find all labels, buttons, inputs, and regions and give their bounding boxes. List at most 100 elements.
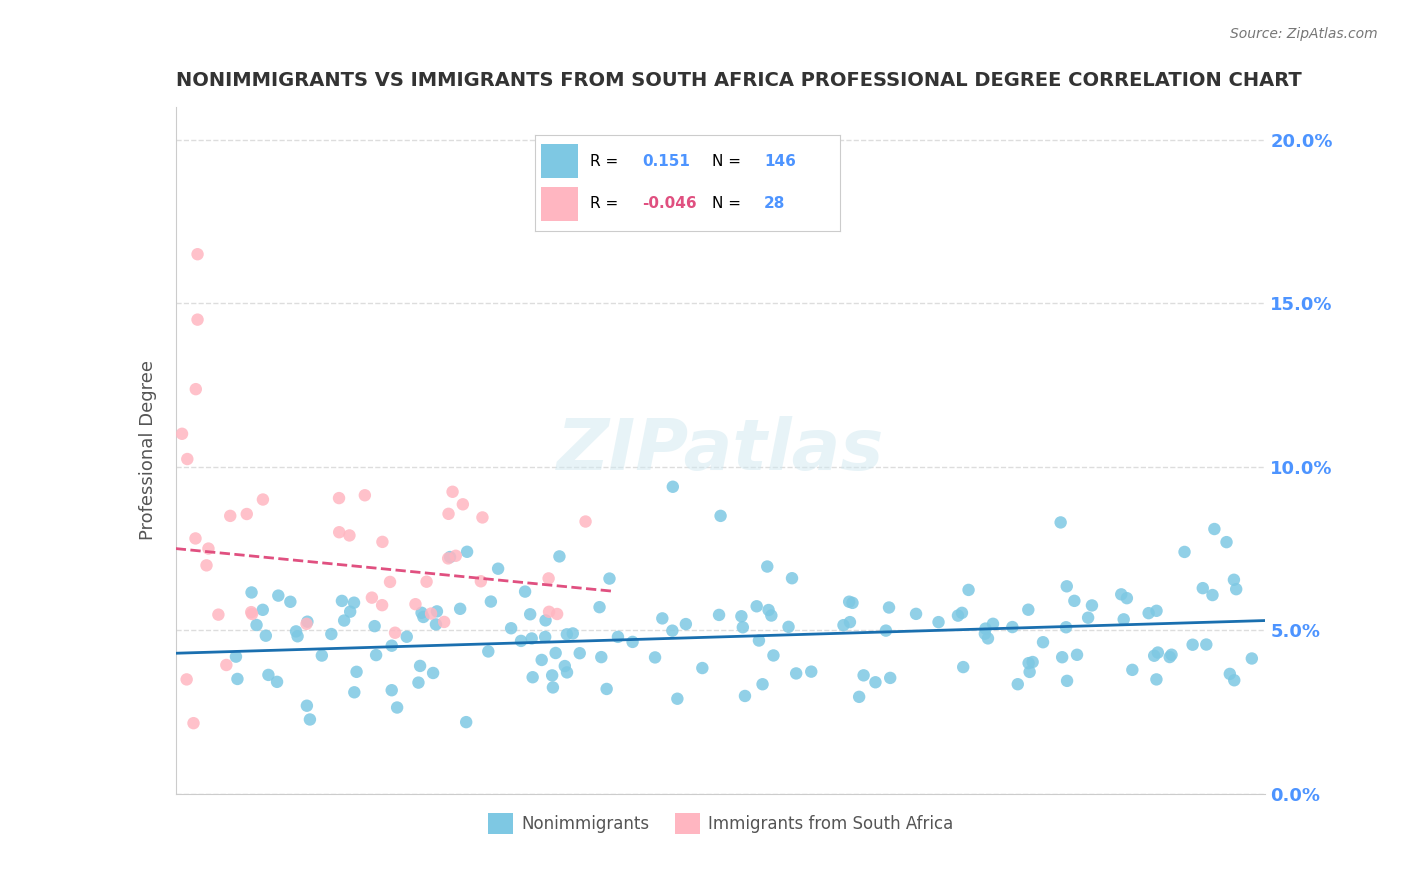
- Point: [437, 507, 460, 521]
- Point: [257, 668, 280, 682]
- Point: [661, 624, 683, 638]
- Point: [1146, 673, 1168, 687]
- Point: [343, 596, 366, 610]
- Point: [541, 681, 564, 695]
- Point: [1240, 651, 1263, 665]
- Point: [425, 617, 447, 632]
- Point: [240, 585, 263, 599]
- Point: [607, 630, 630, 644]
- Point: [745, 599, 768, 614]
- Point: [266, 674, 288, 689]
- Point: [778, 620, 800, 634]
- Point: [328, 491, 350, 505]
- Point: [1160, 648, 1182, 662]
- Point: [651, 611, 673, 625]
- Point: [426, 604, 449, 618]
- Point: [561, 626, 583, 640]
- Point: [1195, 638, 1218, 652]
- Point: [381, 683, 404, 698]
- Point: [361, 591, 384, 605]
- Point: [298, 713, 321, 727]
- Point: [762, 648, 785, 663]
- Point: [415, 574, 437, 589]
- Point: [343, 685, 366, 699]
- Point: [588, 600, 610, 615]
- Point: [254, 629, 277, 643]
- Point: [707, 607, 730, 622]
- Point: [662, 480, 685, 494]
- Point: [422, 665, 444, 680]
- Point: [758, 603, 780, 617]
- Point: [555, 665, 578, 680]
- Point: [877, 600, 900, 615]
- Point: [333, 614, 356, 628]
- Point: [1049, 516, 1071, 530]
- Point: [541, 668, 564, 682]
- Point: [479, 594, 502, 608]
- Point: [412, 610, 434, 624]
- Point: [285, 624, 308, 639]
- Point: [456, 715, 478, 730]
- Point: [513, 584, 536, 599]
- Point: [184, 532, 207, 546]
- Point: [371, 598, 394, 612]
- Point: [751, 677, 773, 691]
- Point: [977, 632, 1000, 646]
- Point: [1001, 620, 1024, 634]
- Point: [1066, 648, 1088, 662]
- Point: [621, 635, 644, 649]
- Point: [1191, 581, 1213, 595]
- Point: [548, 549, 571, 564]
- Point: [879, 671, 901, 685]
- Point: [267, 589, 290, 603]
- Point: [186, 247, 209, 261]
- Point: [170, 426, 193, 441]
- Point: [219, 508, 242, 523]
- Point: [366, 648, 388, 662]
- Text: Source: ZipAtlas.com: Source: ZipAtlas.com: [1230, 27, 1378, 41]
- Point: [1137, 606, 1160, 620]
- Point: [321, 627, 343, 641]
- Point: [852, 668, 875, 682]
- Point: [441, 484, 464, 499]
- Point: [595, 681, 617, 696]
- Point: [486, 562, 509, 576]
- Point: [471, 510, 494, 524]
- Point: [456, 545, 478, 559]
- Point: [675, 617, 697, 632]
- Point: [1146, 646, 1168, 660]
- Point: [1056, 579, 1078, 593]
- Point: [574, 515, 596, 529]
- Point: [1159, 650, 1181, 665]
- Point: [183, 716, 205, 731]
- Point: [710, 508, 733, 523]
- Point: [252, 492, 274, 507]
- Point: [395, 630, 418, 644]
- Point: [519, 607, 541, 622]
- Point: [240, 605, 263, 619]
- Point: [666, 691, 689, 706]
- Point: [546, 607, 568, 621]
- Point: [252, 603, 274, 617]
- Point: [1225, 582, 1247, 597]
- Point: [544, 646, 567, 660]
- Text: ZIPatlas: ZIPatlas: [557, 416, 884, 485]
- Point: [1181, 638, 1204, 652]
- Text: NONIMMIGRANTS VS IMMIGRANTS FROM SOUTH AFRICA PROFESSIONAL DEGREE CORRELATION CH: NONIMMIGRANTS VS IMMIGRANTS FROM SOUTH A…: [176, 71, 1302, 90]
- Point: [470, 574, 492, 589]
- Point: [409, 659, 432, 673]
- Point: [838, 595, 860, 609]
- Point: [1056, 673, 1078, 688]
- Point: [534, 630, 557, 644]
- Point: [748, 633, 770, 648]
- Point: [731, 620, 754, 634]
- Point: [785, 666, 807, 681]
- Point: [420, 607, 443, 621]
- Point: [1054, 620, 1077, 634]
- Legend: Nonimmigrants, Immigrants from South Africa: Nonimmigrants, Immigrants from South Afr…: [481, 807, 960, 840]
- Point: [522, 670, 544, 684]
- Point: [839, 615, 862, 629]
- Point: [245, 618, 267, 632]
- Point: [946, 608, 969, 623]
- Point: [756, 559, 779, 574]
